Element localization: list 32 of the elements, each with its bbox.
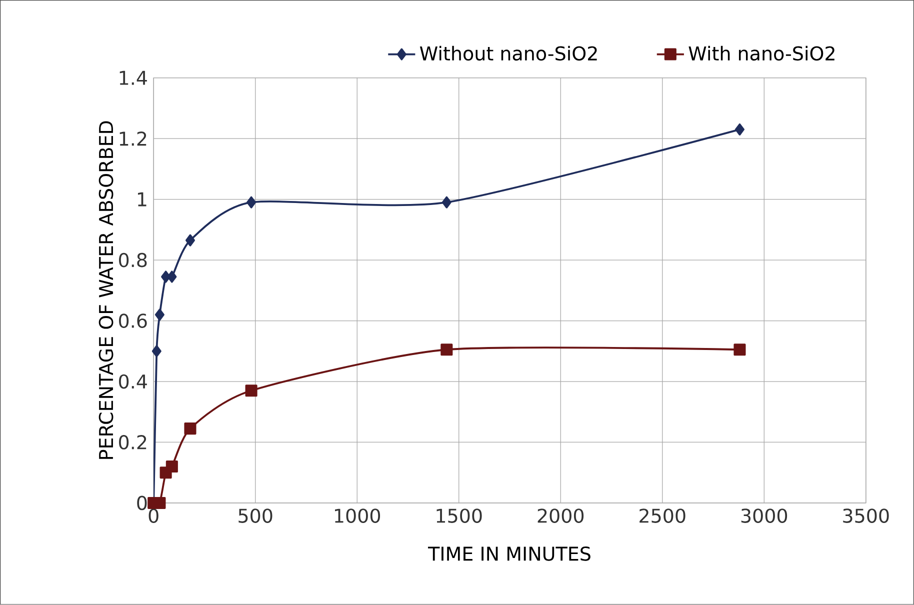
point <box>246 196 256 209</box>
y-tick-label: 0.8 <box>119 252 147 268</box>
x-tick-label: 2500 <box>640 508 686 524</box>
point <box>152 345 162 358</box>
point <box>440 344 453 356</box>
legend-label: With nano-SiO2 <box>688 46 834 61</box>
point <box>245 384 258 397</box>
point <box>734 124 744 136</box>
y-tick-label: 0.4 <box>119 374 147 389</box>
x-tick-label: 500 <box>238 508 272 524</box>
y-tick-label: 0.2 <box>119 435 146 450</box>
point <box>167 270 177 283</box>
x-tick-label: 2000 <box>538 508 584 524</box>
y-tick-label: 1.4 <box>120 71 147 85</box>
y-axis-title: PERCENTAGE OF WATER ABSORBED <box>98 121 114 460</box>
x-axis-title: TIME IN MINUTES <box>428 546 590 562</box>
point <box>185 234 195 246</box>
x-tick-label: 3500 <box>843 508 889 524</box>
legend-label: Without nano-SiO2 <box>420 46 597 61</box>
y-tick-label: 1 <box>138 192 146 206</box>
y-tick-label: 0.6 <box>119 314 147 328</box>
point <box>734 344 746 356</box>
x-tick-label: 1000 <box>335 508 380 524</box>
y-tick-label: 0 <box>137 496 147 510</box>
point <box>166 460 178 473</box>
x-tick-label: 0 <box>148 508 158 524</box>
x-tick-label: 3000 <box>741 508 788 524</box>
x-tick-label: 1500 <box>436 508 482 524</box>
point <box>442 196 452 209</box>
y-tick-label: 1.2 <box>120 132 146 146</box>
point <box>154 308 164 321</box>
point <box>184 422 196 435</box>
